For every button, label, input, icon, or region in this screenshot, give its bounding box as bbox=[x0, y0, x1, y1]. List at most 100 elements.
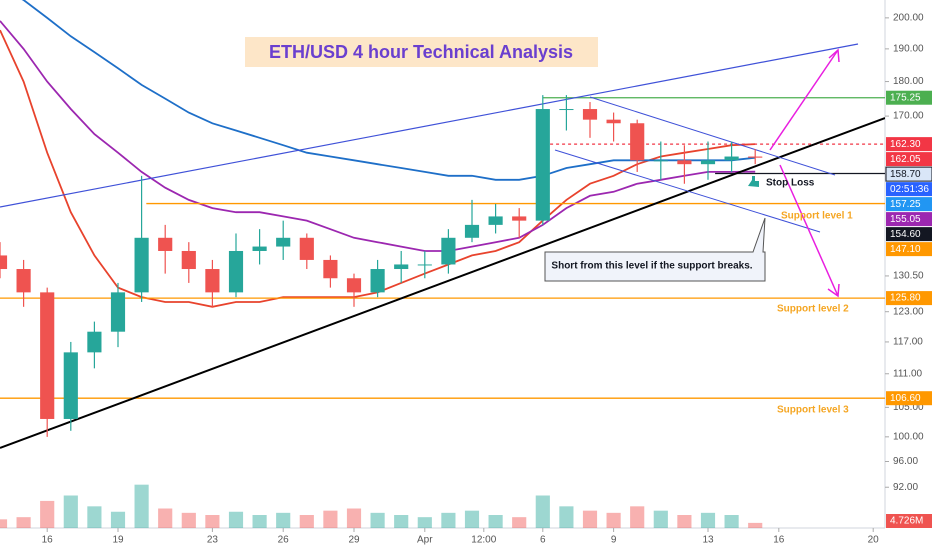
volume-bar bbox=[653, 510, 668, 528]
price-tag bbox=[886, 90, 932, 105]
y-tick-label: 96.00 bbox=[893, 456, 918, 467]
trendline-support bbox=[0, 117, 885, 449]
candle-body bbox=[276, 237, 291, 247]
price-tag bbox=[886, 227, 932, 242]
y-tick-label: 130.50 bbox=[893, 271, 924, 282]
levels bbox=[0, 97, 885, 399]
trendline-upper bbox=[0, 43, 859, 208]
candle-body bbox=[228, 250, 244, 293]
volume-bar bbox=[228, 511, 244, 528]
price-tag bbox=[886, 212, 932, 227]
candle-body bbox=[40, 292, 55, 419]
volume-bar bbox=[677, 515, 692, 528]
title-box bbox=[245, 37, 598, 67]
candle-body bbox=[16, 269, 31, 293]
price-tag-label: 162.05 bbox=[890, 154, 921, 165]
price-tag bbox=[886, 242, 932, 257]
candle-body bbox=[488, 216, 503, 225]
price-tag-label: 175.25 bbox=[890, 92, 921, 103]
candle-body bbox=[535, 109, 550, 221]
candle-body bbox=[394, 264, 409, 270]
y-tick-label: 180.00 bbox=[893, 76, 924, 87]
x-tick-label: 16 bbox=[42, 535, 54, 546]
support-label: Support level 1 bbox=[781, 211, 853, 222]
y-tick-label: 200.00 bbox=[893, 13, 924, 24]
moving-average bbox=[21, 0, 756, 181]
arrow-down-head bbox=[827, 283, 840, 298]
stop-loss-label: Stop Loss bbox=[766, 178, 815, 189]
countdown-tag bbox=[886, 182, 932, 197]
price-tag-label: 147.10 bbox=[890, 244, 921, 255]
candle-body bbox=[110, 292, 126, 332]
x-tick-label: 19 bbox=[112, 535, 124, 546]
x-tick-label: 13 bbox=[702, 535, 714, 546]
x-tick-label: 26 bbox=[278, 535, 290, 546]
price-tag-label: 125.80 bbox=[890, 293, 921, 304]
candle-body bbox=[559, 109, 574, 111]
candle-body bbox=[158, 237, 173, 251]
volume-bar bbox=[63, 495, 78, 528]
candle-body bbox=[252, 246, 267, 251]
drawings bbox=[0, 43, 885, 449]
arrow-down bbox=[779, 164, 839, 297]
volume-bar bbox=[370, 512, 385, 528]
axes: 200.00 190.00 180.00 170.00 130.50 123.00 117.… bbox=[42, 13, 932, 546]
callout-text: Short from this level if the support bre… bbox=[551, 261, 752, 272]
candle-body bbox=[63, 352, 78, 419]
channel-lower bbox=[554, 149, 821, 233]
candle-body bbox=[323, 259, 338, 279]
volume-bar bbox=[181, 512, 196, 528]
x-tick-label: Apr bbox=[417, 535, 433, 546]
x-tick-label: 12:00 bbox=[471, 535, 496, 546]
candle-body bbox=[724, 156, 739, 161]
candle-body bbox=[181, 250, 196, 270]
volume-bar bbox=[252, 515, 267, 528]
volume-bar bbox=[0, 519, 8, 528]
arrow-up-head bbox=[828, 48, 840, 63]
candle-body bbox=[346, 278, 362, 293]
x-tick-label: 9 bbox=[611, 535, 617, 546]
volume-bar bbox=[535, 495, 550, 528]
x-tick-label: 20 bbox=[868, 535, 880, 546]
candle-body bbox=[748, 156, 763, 158]
candles bbox=[0, 95, 763, 437]
volume-bar bbox=[134, 484, 149, 528]
volume-bar bbox=[606, 512, 621, 528]
x-tick-label: 29 bbox=[348, 535, 360, 546]
y-tick-label: 111.00 bbox=[893, 368, 923, 379]
candle-body bbox=[370, 269, 385, 293]
x-tick-label: 16 bbox=[773, 535, 785, 546]
volume-bar bbox=[441, 512, 456, 528]
x-tick-label: 23 bbox=[207, 535, 219, 546]
volume-bar bbox=[323, 510, 338, 528]
volume-bar bbox=[512, 517, 527, 528]
chart-title: ETH/USD 4 hour Technical Analysis bbox=[269, 42, 573, 62]
volume-tag-label: 4.726M bbox=[890, 516, 923, 527]
y-tick-label: 117.00 bbox=[893, 337, 923, 348]
volume-bar bbox=[158, 508, 173, 528]
support-label: Support level 2 bbox=[777, 304, 849, 315]
candle-body bbox=[299, 237, 314, 260]
price-tag-label: 158.70 bbox=[890, 169, 921, 180]
candle-body bbox=[582, 109, 598, 120]
y-tick-label: 190.00 bbox=[893, 44, 924, 55]
volume-bar bbox=[488, 515, 503, 528]
price-tag-label: 157.25 bbox=[890, 199, 921, 210]
volume-bar bbox=[276, 512, 291, 528]
y-tick-label: 92.00 bbox=[893, 482, 918, 493]
price-tag-label: 155.05 bbox=[890, 214, 921, 225]
support-label: Support level 3 bbox=[777, 405, 849, 416]
candle-body bbox=[700, 160, 716, 165]
volume-bar bbox=[346, 508, 362, 528]
candle-body bbox=[606, 119, 621, 124]
volume-bar bbox=[16, 517, 31, 528]
volume-bar bbox=[417, 517, 432, 528]
countdown-label: 02:51:36 bbox=[890, 184, 929, 195]
price-tag bbox=[886, 197, 932, 212]
candle-body bbox=[134, 237, 149, 293]
volume-bar bbox=[630, 506, 645, 528]
volume-bar bbox=[464, 510, 480, 528]
price-tag-label: 154.60 bbox=[890, 229, 921, 240]
volume-bar bbox=[110, 511, 126, 528]
